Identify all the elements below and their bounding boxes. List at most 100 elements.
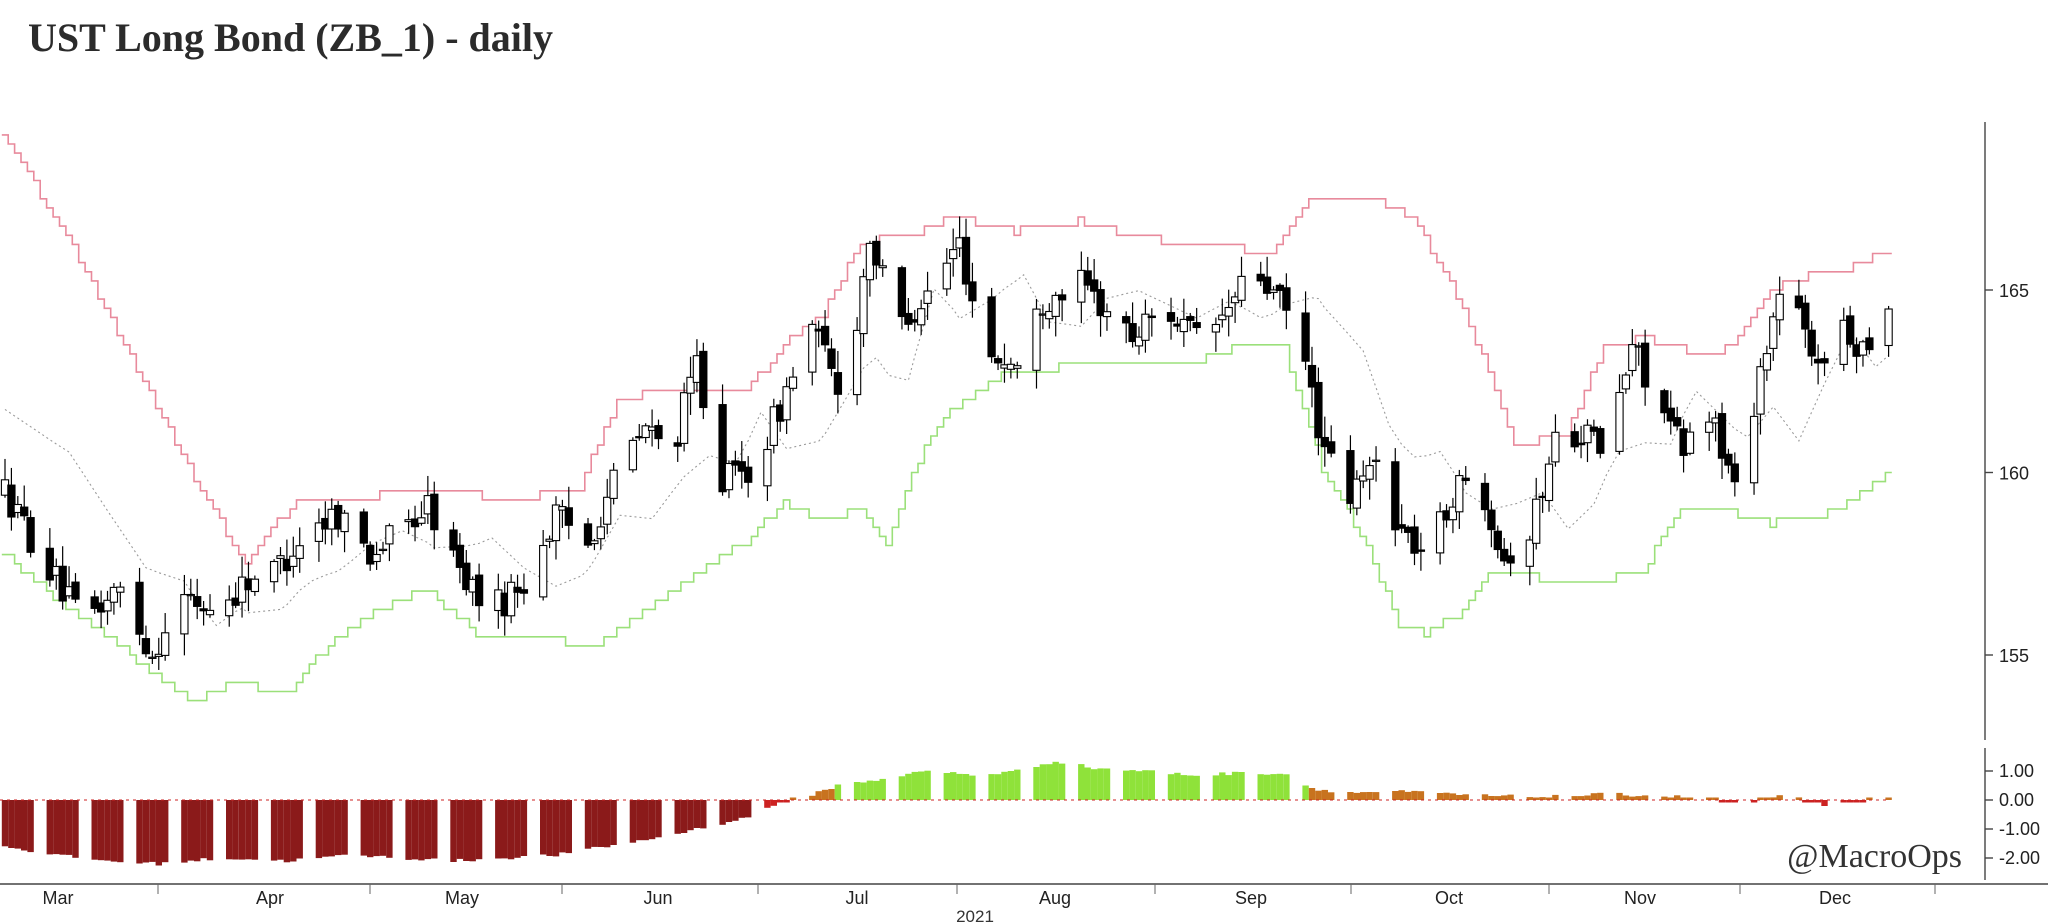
candle-body-down: [1846, 315, 1855, 345]
candle-body-down: [961, 236, 971, 285]
candle: [1365, 456, 1374, 500]
candle-body-down: [872, 240, 881, 266]
oscillator-bar: [1231, 771, 1239, 800]
candle: [679, 382, 689, 452]
candle: [141, 625, 151, 658]
candle: [1551, 414, 1560, 467]
candle: [1673, 406, 1682, 431]
candle: [340, 509, 349, 553]
oscillator-bar: [335, 800, 342, 856]
candle-body-up: [1102, 311, 1112, 318]
candle-body-down: [1262, 276, 1272, 294]
candle: [205, 594, 215, 618]
candle: [763, 436, 772, 502]
candle: [1570, 423, 1579, 453]
oscillator-bar: [1545, 797, 1553, 800]
candle: [1775, 276, 1784, 336]
candle-body-down: [1730, 463, 1739, 483]
candle: [1147, 308, 1156, 337]
oscillator-bar: [104, 800, 111, 861]
oscillator-bar: [328, 800, 335, 857]
oscillator-bar: [636, 800, 643, 841]
candle: [827, 338, 836, 377]
candle: [1820, 351, 1829, 377]
candle: [193, 578, 202, 620]
candle-body-up: [1365, 465, 1374, 480]
candle-body-down: [26, 517, 35, 553]
candle: [1416, 532, 1426, 571]
candle: [1314, 367, 1323, 456]
oscillator-bar: [1033, 767, 1040, 800]
oscillator-bar: [1398, 790, 1405, 800]
candle-body-up: [340, 512, 349, 533]
candle: [1269, 286, 1278, 300]
oscillator-bar: [1052, 761, 1059, 800]
candle-body-down: [833, 372, 843, 395]
candle-body-up: [1352, 478, 1361, 509]
candle: [372, 542, 381, 570]
oscillator-bar: [226, 800, 233, 860]
candle: [1455, 469, 1464, 529]
oscillator-bar: [232, 800, 239, 860]
oscillator-bar: [360, 800, 367, 856]
candle-body-up: [551, 504, 561, 542]
oscillator-bar: [1366, 792, 1373, 800]
candle-body-up: [859, 276, 868, 335]
candle-body-up: [116, 586, 125, 593]
oscillator-bar: [469, 800, 476, 862]
candle-body-down: [1807, 329, 1816, 357]
candle-body-up: [596, 526, 605, 540]
candle-body-down: [20, 506, 29, 517]
candle: [782, 377, 791, 434]
oscillator-bar: [296, 800, 303, 859]
candle-body-up: [641, 425, 650, 439]
oscillator-bar: [604, 800, 611, 848]
candle-body-up: [590, 540, 599, 545]
oscillator-bar: [1577, 796, 1585, 800]
candle-body-down: [71, 581, 80, 600]
oscillator-bar: [411, 800, 419, 860]
candle: [737, 441, 746, 489]
oscillator-bar: [1552, 794, 1559, 800]
candle: [295, 527, 304, 573]
month-label: Dec: [1819, 888, 1851, 908]
candle: [26, 510, 35, 558]
candle-body-up: [1621, 374, 1631, 390]
oscillator-bar: [1039, 764, 1047, 800]
oscillator-bar: [680, 800, 688, 833]
oscillator-bar: [1007, 771, 1015, 800]
oscillator-bar: [1238, 772, 1245, 800]
candle: [1615, 374, 1624, 455]
oscillator-bar: [1058, 763, 1066, 800]
oscillator-bar: [1821, 800, 1828, 806]
oscillator-bar: [1622, 795, 1630, 800]
candle-body-down: [718, 404, 727, 493]
candle-body-down: [1327, 441, 1336, 454]
oscillator-bar: [1193, 775, 1200, 800]
oscillator-bar: [1661, 796, 1668, 800]
oscillator-bar: [1174, 772, 1181, 800]
oscillator-bar: [463, 800, 470, 861]
candle-body-up: [1583, 424, 1592, 444]
candle: [872, 235, 881, 280]
month-label: May: [445, 888, 479, 908]
candle-body-down: [1506, 555, 1515, 564]
candle-body-down: [1487, 509, 1496, 531]
oscillator-bar: [1641, 795, 1649, 800]
oscillator-bar: [65, 800, 73, 855]
candle: [1051, 291, 1060, 337]
oscillator-bar: [1590, 793, 1598, 800]
bands-layer: [1, 134, 1892, 702]
candle-body-down: [1301, 312, 1310, 362]
candle: [609, 462, 618, 505]
candle: [583, 517, 593, 548]
oscillator-bar: [251, 800, 259, 860]
candle: [1179, 298, 1188, 347]
candle: [1391, 448, 1400, 547]
oscillator-bar: [187, 800, 194, 861]
candle: [961, 218, 971, 296]
oscillator-bar: [1814, 800, 1822, 803]
candle: [506, 574, 516, 624]
oscillator-bar: [648, 800, 656, 840]
oscillator-bar: [1, 800, 9, 847]
